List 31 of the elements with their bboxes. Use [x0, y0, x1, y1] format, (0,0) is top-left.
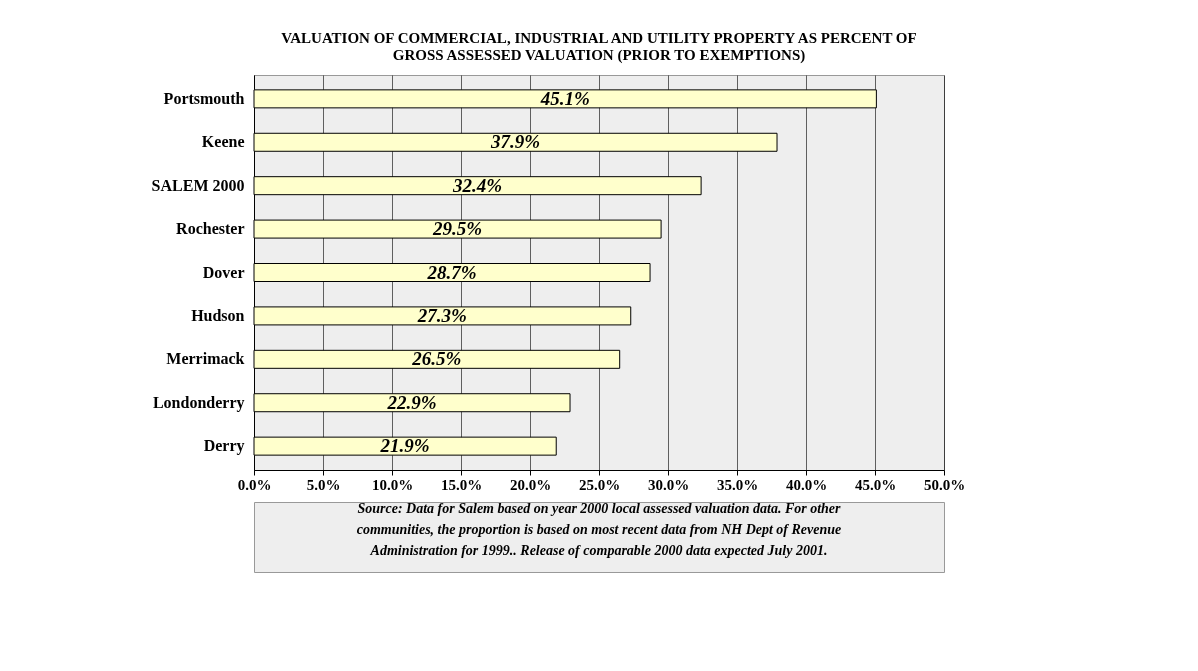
y-tick-label: Derry: [203, 437, 245, 456]
data-label: 26.5%: [411, 348, 462, 370]
x-tick-label: 0.0%: [237, 476, 272, 493]
x-tick-label: 20.0%: [509, 476, 552, 493]
x-tick-label: 40.0%: [785, 476, 828, 493]
y-tick-label: Portsmouth: [163, 89, 245, 107]
data-label: 45.1%: [539, 87, 590, 109]
x-tick-label: 25.0%: [578, 476, 621, 493]
data-label: 37.9%: [489, 131, 541, 153]
y-tick-label: Merrimack: [166, 350, 245, 368]
y-tick-label: Hudson: [191, 306, 245, 324]
x-tick-label: 35.0%: [716, 476, 759, 493]
x-tick-label: 5.0%: [306, 476, 341, 493]
data-label: 29.5%: [432, 218, 483, 240]
chart-title: VALUATION OF COMMERCIAL, INDUSTRIAL AND UTILITY PROPERTY AS PERCENT OF GROSS ASSESSED VALUATION (PRIOR TO EXEMPTIONS): [281, 30, 917, 64]
data-label: 32.4%: [452, 174, 503, 196]
source-note: Source: Data for Salem based on year 2000 local assessed valuation data. For other communities, the proportion is based on most recent data from NH Dept of Revenue Administration for 1999.. Release of comparable 2000 data expected July 2001.: [356, 501, 842, 558]
x-tick-label: 30.0%: [647, 476, 690, 493]
y-tick-label: SALEM 2000: [151, 176, 245, 194]
x-tick-label: 10.0%: [371, 476, 414, 493]
x-tick-label: 15.0%: [440, 476, 483, 493]
data-label: 27.3%: [416, 304, 467, 326]
x-tick-label: 45.0%: [854, 476, 897, 493]
y-tick-label: Keene: [201, 133, 245, 151]
x-tick-label: 50.0%: [923, 476, 966, 493]
data-label: 21.9%: [379, 435, 430, 457]
data-label: 22.9%: [386, 391, 437, 413]
data-label: 28.7%: [426, 261, 477, 283]
y-tick-label: Londonderry: [152, 393, 245, 412]
y-tick-label: Dover: [202, 263, 245, 281]
y-tick-label: Rochester: [176, 220, 245, 238]
